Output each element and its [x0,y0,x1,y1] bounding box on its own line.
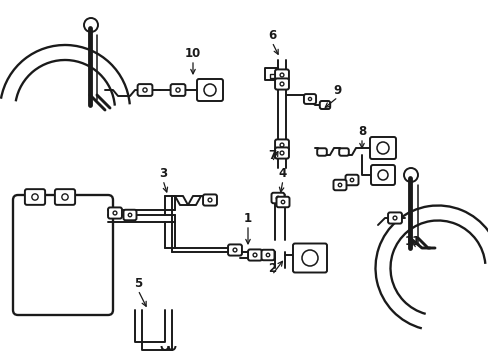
FancyBboxPatch shape [304,94,315,104]
FancyBboxPatch shape [369,137,395,159]
FancyBboxPatch shape [261,250,274,260]
FancyBboxPatch shape [345,175,358,185]
FancyBboxPatch shape [203,194,217,206]
Text: 1: 1 [244,212,251,225]
FancyBboxPatch shape [276,197,289,207]
Text: 6: 6 [267,29,276,42]
Text: 7: 7 [267,149,276,162]
FancyBboxPatch shape [319,101,329,109]
FancyBboxPatch shape [170,84,185,96]
FancyBboxPatch shape [274,148,288,158]
FancyBboxPatch shape [137,84,152,96]
FancyBboxPatch shape [274,139,288,150]
Text: 5: 5 [134,277,142,290]
FancyBboxPatch shape [333,180,346,190]
FancyBboxPatch shape [317,148,326,156]
FancyBboxPatch shape [387,212,401,224]
Text: 11: 11 [404,235,420,248]
FancyBboxPatch shape [274,69,288,81]
FancyBboxPatch shape [274,78,288,90]
FancyBboxPatch shape [13,195,113,315]
Text: 8: 8 [357,125,366,138]
FancyBboxPatch shape [123,210,136,220]
FancyBboxPatch shape [227,244,242,256]
Text: 3: 3 [159,167,167,180]
FancyBboxPatch shape [197,79,223,101]
Text: 10: 10 [184,47,201,60]
FancyBboxPatch shape [55,189,75,205]
Text: 2: 2 [267,262,276,275]
FancyBboxPatch shape [271,193,284,203]
FancyBboxPatch shape [292,243,326,273]
Text: 9: 9 [333,84,342,97]
FancyBboxPatch shape [25,189,45,205]
Text: 4: 4 [278,167,286,180]
FancyBboxPatch shape [108,207,122,219]
FancyBboxPatch shape [370,165,394,185]
FancyBboxPatch shape [339,148,348,156]
FancyBboxPatch shape [247,249,262,261]
